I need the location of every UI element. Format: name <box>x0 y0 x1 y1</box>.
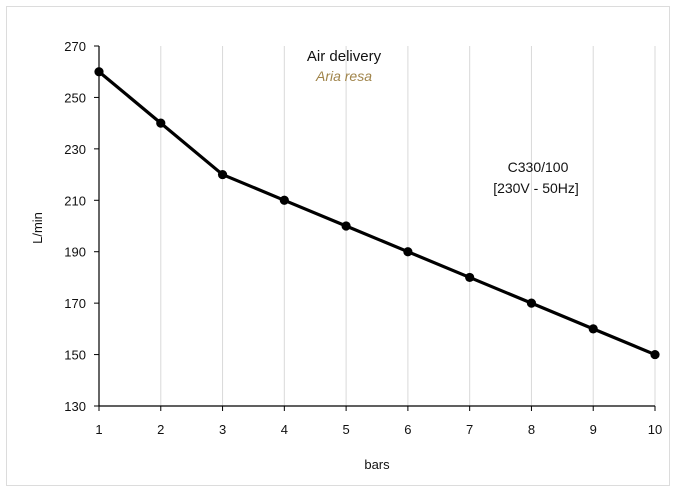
x-tick-label: 2 <box>157 422 164 437</box>
data-points <box>94 67 660 360</box>
data-point <box>279 195 289 205</box>
x-tick-label: 10 <box>648 422 662 437</box>
x-tick-labels: 1 2 3 4 5 6 7 8 9 10 <box>95 406 662 437</box>
y-tick-label: 190 <box>64 245 86 260</box>
model-annotation: C330/100 <box>508 159 569 175</box>
data-point <box>650 349 660 360</box>
x-tick-label: 3 <box>219 422 226 437</box>
x-tick-label: 9 <box>590 422 597 437</box>
data-point <box>217 169 228 180</box>
y-tick-label: 210 <box>64 193 86 208</box>
data-point <box>94 67 104 77</box>
data-point <box>465 272 475 283</box>
y-tick-label: 230 <box>64 142 86 157</box>
x-tick-label: 1 <box>95 422 102 437</box>
grid-lines <box>160 46 656 406</box>
x-tick-label: 7 <box>466 422 473 437</box>
chart-title: Air delivery <box>307 48 382 65</box>
data-point <box>588 324 598 334</box>
x-tick-label: 8 <box>528 422 535 437</box>
y-tick-label: 270 <box>64 39 86 54</box>
y-axis-label: L/min <box>30 212 45 244</box>
y-tick-label: 250 <box>64 90 86 105</box>
x-axis-label: bars <box>364 457 390 472</box>
voltage-annotation: [230V - 50Hz] <box>493 180 579 196</box>
data-point <box>403 247 413 257</box>
chart-subtitle: Aria resa <box>315 68 372 84</box>
data-point <box>156 118 166 128</box>
data-point <box>526 298 537 308</box>
axes <box>98 46 655 407</box>
x-tick-label: 6 <box>404 422 411 437</box>
y-tick-label: 170 <box>64 296 86 311</box>
y-tick-label: 150 <box>64 348 86 363</box>
x-tick-label: 4 <box>281 422 288 437</box>
data-point <box>341 221 351 231</box>
y-tick-label: 130 <box>64 399 86 414</box>
y-tick-labels: 270 250 230 210 190 170 150 130 <box>64 39 99 414</box>
series-line <box>97 70 656 357</box>
x-tick-label: 5 <box>342 422 349 437</box>
